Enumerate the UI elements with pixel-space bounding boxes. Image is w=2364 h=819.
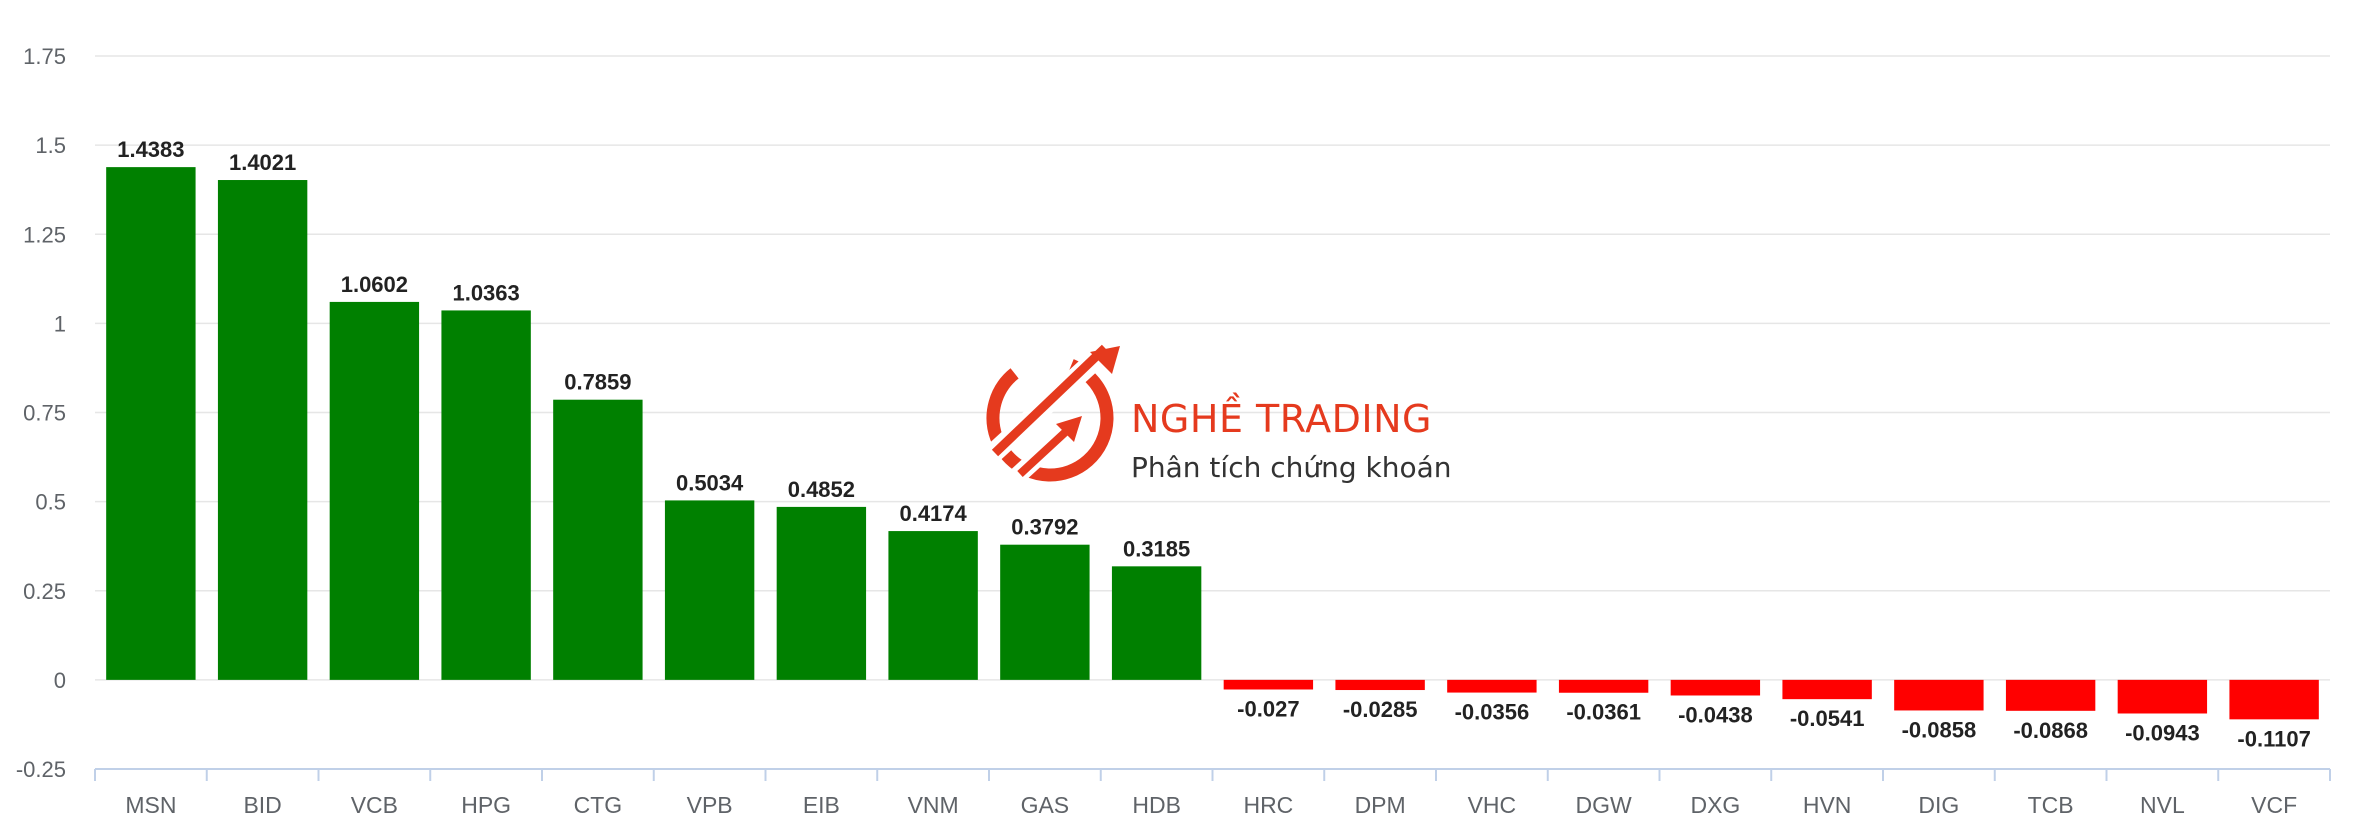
- y-tick-label: 0.75: [23, 401, 66, 426]
- bar-vnm: [888, 531, 978, 680]
- data-label: -0.1107: [2237, 726, 2310, 751]
- bar-dxg: [1670, 679, 1761, 696]
- bar-hvn: [1782, 679, 1872, 700]
- data-label: -0.0541: [1790, 706, 1865, 731]
- y-tick-label: 1.5: [35, 133, 66, 158]
- data-label: -0.0858: [1902, 717, 1977, 742]
- x-tick-label: HDB: [1132, 792, 1181, 818]
- data-label: 0.4174: [899, 501, 967, 526]
- y-tick-label: 0.5: [35, 490, 66, 515]
- bar-tcb: [2005, 679, 2096, 711]
- x-tick-label: MSN: [125, 792, 176, 818]
- bar-hrc: [1223, 679, 1314, 690]
- y-tick-label: 0: [54, 668, 66, 693]
- bars: [106, 167, 2319, 720]
- grid-lines: [95, 55, 2330, 681]
- data-labels: 1.4383 1.4021 1.0602 1.0363 0.7859 0.5034 0.48…: [117, 137, 2311, 751]
- x-tick-label: VCB: [351, 792, 398, 818]
- bar-vpb: [664, 500, 755, 680]
- x-tick-label: DGW: [1576, 792, 1633, 818]
- data-label: -0.0361: [1566, 700, 1641, 725]
- bar-bid: [217, 180, 308, 680]
- bar-vhc: [1447, 679, 1537, 693]
- data-label: 0.4852: [788, 477, 855, 502]
- watermark-subtitle: Phân tích chứng khoán: [1131, 451, 1452, 484]
- y-tick-label: 1.75: [23, 44, 66, 69]
- x-tick-label: BID: [243, 792, 281, 818]
- bar-nvl: [2117, 679, 2208, 714]
- bar-msn: [106, 167, 196, 680]
- y-tick-label: 0.25: [23, 579, 66, 604]
- y-tick-label: -0.25: [16, 757, 66, 782]
- data-label: -0.0356: [1455, 700, 1530, 725]
- x-tick-label: HRC: [1243, 792, 1293, 818]
- bar-vcb: [329, 301, 420, 680]
- x-tick-label: VHC: [1468, 792, 1517, 818]
- data-label: -0.027: [1237, 697, 1299, 722]
- x-tick-label: HVN: [1803, 792, 1852, 818]
- x-tick-label: HPG: [461, 792, 511, 818]
- y-tick-label: 1: [54, 311, 66, 336]
- watermark: NGHỀ TRADING Phân tích chứng khoán: [981, 340, 1452, 485]
- x-tick-label: DIG: [1918, 792, 1959, 818]
- bar-ctg: [553, 399, 643, 680]
- data-label: 0.3185: [1123, 536, 1190, 561]
- data-label: -0.0285: [1343, 697, 1418, 722]
- data-label: -0.0438: [1678, 702, 1753, 727]
- x-tick-label: DPM: [1355, 792, 1406, 818]
- y-tick-label: 1.25: [23, 222, 66, 247]
- data-label: 1.0602: [341, 272, 408, 297]
- x-tick-label: VPB: [687, 792, 733, 818]
- x-tick-label: VCF: [2251, 792, 2297, 818]
- x-tick-label: CTG: [574, 792, 623, 818]
- data-label: -0.0943: [2125, 720, 2200, 745]
- y-axis-ticks: -0.25 0 0.25 0.5 0.75 1 1.25 1.5 1.75: [16, 44, 66, 782]
- data-label: -0.0868: [2013, 718, 2088, 743]
- x-tick-label: TCB: [2028, 792, 2074, 818]
- data-label: 1.4021: [229, 150, 296, 175]
- bar-hpg: [441, 310, 531, 680]
- trading-arrows-logo-icon: [981, 340, 1120, 485]
- data-label: 0.5034: [676, 470, 744, 495]
- bar-eib: [776, 506, 867, 680]
- data-label: 1.0363: [452, 280, 519, 305]
- x-tick-label: NVL: [2140, 792, 2185, 818]
- bar-vcf: [2229, 679, 2319, 720]
- bar-dpm: [1335, 679, 1425, 691]
- bar-hdb: [1111, 566, 1202, 680]
- bar-gas: [1000, 544, 1090, 680]
- data-label: 0.7859: [564, 370, 631, 395]
- data-label: 1.4383: [117, 137, 184, 162]
- bar-dig: [1894, 679, 1984, 711]
- x-tick-label: DXG: [1690, 792, 1740, 818]
- data-label: 0.3792: [1011, 515, 1078, 540]
- x-tick-label: EIB: [803, 792, 840, 818]
- x-tick-label: VNM: [908, 792, 959, 818]
- x-axis: MSN BID VCB HPG CTG VPB EIB VNM GAS HDB HRC DPM VHC D…: [94, 768, 2331, 818]
- x-tick-label: GAS: [1021, 792, 1070, 818]
- bar-dgw: [1558, 679, 1649, 693]
- watermark-title: NGHỀ TRADING: [1131, 393, 1432, 441]
